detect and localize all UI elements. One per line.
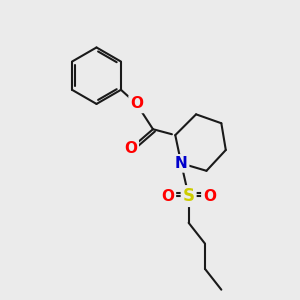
Text: O: O: [130, 96, 143, 111]
Text: O: O: [124, 141, 137, 156]
Text: O: O: [203, 189, 216, 204]
Text: N: N: [175, 156, 188, 171]
Text: S: S: [183, 187, 195, 205]
Text: O: O: [161, 189, 174, 204]
